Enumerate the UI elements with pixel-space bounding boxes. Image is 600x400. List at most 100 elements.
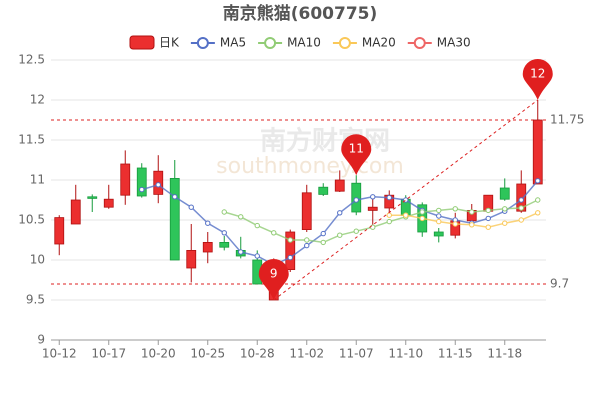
y-tick-label: 9.5	[26, 293, 45, 307]
legend-label: MA30	[437, 36, 471, 50]
ma-point	[337, 210, 343, 216]
ma-point	[254, 253, 260, 259]
mark-pin-label: 12	[530, 67, 545, 81]
x-tick-label: 10-28	[240, 347, 275, 361]
candle-body	[202, 241, 213, 253]
y-tick-label: 11.5	[18, 133, 45, 147]
ma-point	[188, 204, 194, 210]
ma-point	[205, 220, 211, 226]
mark-pin-label: 9	[270, 267, 278, 281]
candle-body	[334, 179, 345, 192]
legend-swatch	[196, 37, 209, 49]
y-tick-label: 10	[30, 253, 45, 267]
ma-point	[221, 209, 227, 215]
x-tick-label: 10-17	[91, 347, 126, 361]
legend-label: MA20	[362, 36, 396, 50]
ma-point	[254, 222, 260, 229]
legend-label: MA5	[220, 36, 246, 50]
x-tick-label: 11-10	[388, 347, 423, 361]
ma-point	[304, 237, 310, 243]
ma-point	[518, 217, 524, 223]
ma-line	[389, 212, 539, 228]
y-tick-label: 11	[30, 173, 45, 187]
ma-point	[271, 230, 277, 236]
ma-point	[155, 182, 161, 188]
ma-point	[238, 214, 244, 220]
ma-point	[518, 197, 524, 203]
mark-pin	[522, 59, 553, 100]
candle-body	[301, 192, 312, 231]
ma-point	[535, 178, 541, 184]
trend-line	[273, 99, 539, 301]
legend-swatch	[338, 37, 351, 49]
ma-point	[139, 186, 145, 193]
candle-body	[219, 241, 230, 248]
ma-point	[436, 218, 442, 225]
y-tick-label: 10.5	[18, 213, 45, 227]
mark-line-label: 9.7	[550, 277, 569, 291]
candle-body	[120, 163, 131, 196]
x-tick-label: 10-20	[141, 347, 176, 361]
legend-swatch	[264, 37, 277, 49]
ma-point	[419, 209, 425, 215]
candle-body	[532, 119, 543, 185]
watermark-sub: southmoney.com	[216, 154, 404, 179]
mark-line-label: 11.75	[550, 113, 584, 127]
ma-point	[353, 197, 359, 203]
ma-point	[419, 215, 425, 222]
ma-point	[535, 197, 541, 203]
ma-point	[304, 242, 310, 249]
ma-point	[386, 218, 392, 225]
mark-pin-label: 11	[349, 142, 364, 156]
candle-body	[70, 199, 81, 225]
x-tick-label: 11-15	[438, 347, 473, 361]
ma-point	[502, 220, 508, 226]
ma-point	[436, 207, 442, 214]
mark-pin	[258, 259, 289, 300]
ma-point	[386, 194, 392, 201]
ma-point	[436, 213, 442, 219]
ma-point	[469, 209, 475, 215]
ma-point	[485, 215, 491, 222]
chart-title: 南京熊猫(600775)	[223, 3, 378, 24]
ma-point	[452, 206, 458, 212]
ma-point	[320, 239, 326, 246]
candle-body	[186, 249, 197, 269]
legend-label: MA10	[287, 36, 321, 50]
legend-swatch	[129, 35, 155, 50]
legend-label: 日K	[159, 36, 180, 50]
ma-point	[469, 222, 475, 228]
y-tick-label: 9	[37, 333, 45, 347]
x-tick-label: 11-07	[339, 347, 374, 361]
x-tick-label: 11-02	[289, 347, 324, 361]
candle-body	[367, 206, 378, 211]
candle-body	[285, 231, 296, 270]
ma-point	[172, 194, 178, 200]
y-tick-label: 12.5	[18, 53, 45, 67]
ma-point	[238, 249, 244, 255]
x-tick-label: 11-18	[487, 347, 522, 361]
ma-point	[287, 237, 293, 243]
ma-point	[518, 205, 524, 211]
y-tick-label: 12	[30, 93, 45, 107]
mark-pin	[341, 134, 372, 176]
candle-body	[499, 187, 510, 200]
candle-body	[169, 177, 180, 261]
ma-point	[221, 230, 227, 236]
ma-point	[370, 194, 376, 200]
ma-line	[141, 180, 539, 266]
x-tick-label: 10-12	[42, 347, 77, 361]
candle-body	[87, 196, 98, 199]
ma-point	[502, 206, 508, 212]
candle-body	[136, 167, 147, 197]
ma-point	[337, 232, 343, 238]
ma-point	[535, 210, 541, 216]
candle-body	[433, 231, 444, 237]
ma-point	[485, 207, 491, 214]
ma-point	[452, 221, 458, 227]
ma-point	[287, 254, 293, 261]
ma-point	[403, 212, 409, 218]
legend-swatch	[413, 37, 426, 49]
ma-point	[386, 212, 392, 218]
